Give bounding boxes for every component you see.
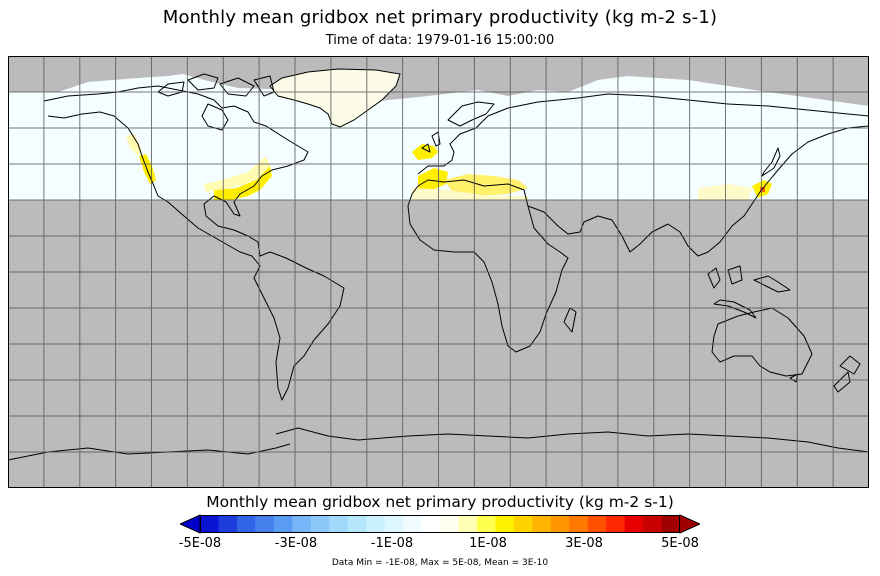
colorbar xyxy=(180,514,700,534)
us-southeast-pale xyxy=(204,156,270,192)
colorbar-cell xyxy=(661,515,681,533)
colorbar-over-arrow xyxy=(679,514,700,534)
gridlines xyxy=(8,56,869,488)
colorbar-cells xyxy=(200,515,681,533)
colorbar-cell xyxy=(236,515,256,533)
mediterranean-patch xyxy=(444,174,528,196)
colorbar-cell xyxy=(513,515,533,533)
colorbar-cell xyxy=(384,515,404,533)
colorbar-cell xyxy=(421,515,441,533)
productivity-patches xyxy=(126,134,772,200)
colorbar-cell xyxy=(440,515,459,533)
colorbar-tick: -1E-08 xyxy=(370,536,414,551)
colorbar-tick: -3E-08 xyxy=(274,536,318,551)
us-southeast-patch xyxy=(214,166,272,200)
colorbar-cell xyxy=(292,515,312,533)
europe-west-patch xyxy=(412,144,438,160)
colorbar-cell xyxy=(550,515,570,533)
colorbar-cell xyxy=(643,515,663,533)
colorbar-cell xyxy=(273,515,293,533)
colorbar-cell xyxy=(218,515,238,533)
colorbar-tick: -5E-08 xyxy=(178,536,222,551)
colorbar-cell xyxy=(310,515,330,533)
colorbar-under-arrow xyxy=(180,514,201,534)
colorbar-frame xyxy=(200,515,680,533)
colorbar-cell xyxy=(200,515,219,533)
colorbar-cell xyxy=(458,515,478,533)
colorbar-cell xyxy=(569,515,589,533)
colorbar-cell xyxy=(532,515,552,533)
colorbar-tick: 3E-08 xyxy=(565,536,603,551)
colorbar-cell xyxy=(347,515,367,533)
colorbar-title: Monthly mean gridbox net primary product… xyxy=(206,493,674,511)
colorbar-cell xyxy=(495,515,515,533)
colorbar-cell xyxy=(403,515,423,533)
map-frame xyxy=(8,56,869,488)
us-west-coast-pale xyxy=(126,134,142,156)
colorbar-tick: 1E-08 xyxy=(469,536,507,551)
colorbar-cell xyxy=(476,515,496,533)
colorbar-cell xyxy=(329,515,349,533)
time-of-data: Time of data: 1979-01-16 15:00:00 xyxy=(325,33,555,48)
colorbar-cell xyxy=(606,515,626,533)
colorbar-cell xyxy=(255,515,275,533)
iberia-patch xyxy=(418,168,448,192)
colorbar-cell xyxy=(587,515,607,533)
world-map[interactable] xyxy=(8,56,869,488)
colorbar-cell xyxy=(366,515,386,533)
greenland xyxy=(269,68,401,128)
colorbar-cell xyxy=(624,515,644,533)
data-statistics: Data Min = -1E-08, Max = 5E-08, Mean = 3… xyxy=(331,558,549,568)
north-africa-pale xyxy=(412,188,528,200)
map-title: Monthly mean gridbox net primary product… xyxy=(162,7,718,28)
colorbar-tick: 5E-08 xyxy=(661,536,699,551)
